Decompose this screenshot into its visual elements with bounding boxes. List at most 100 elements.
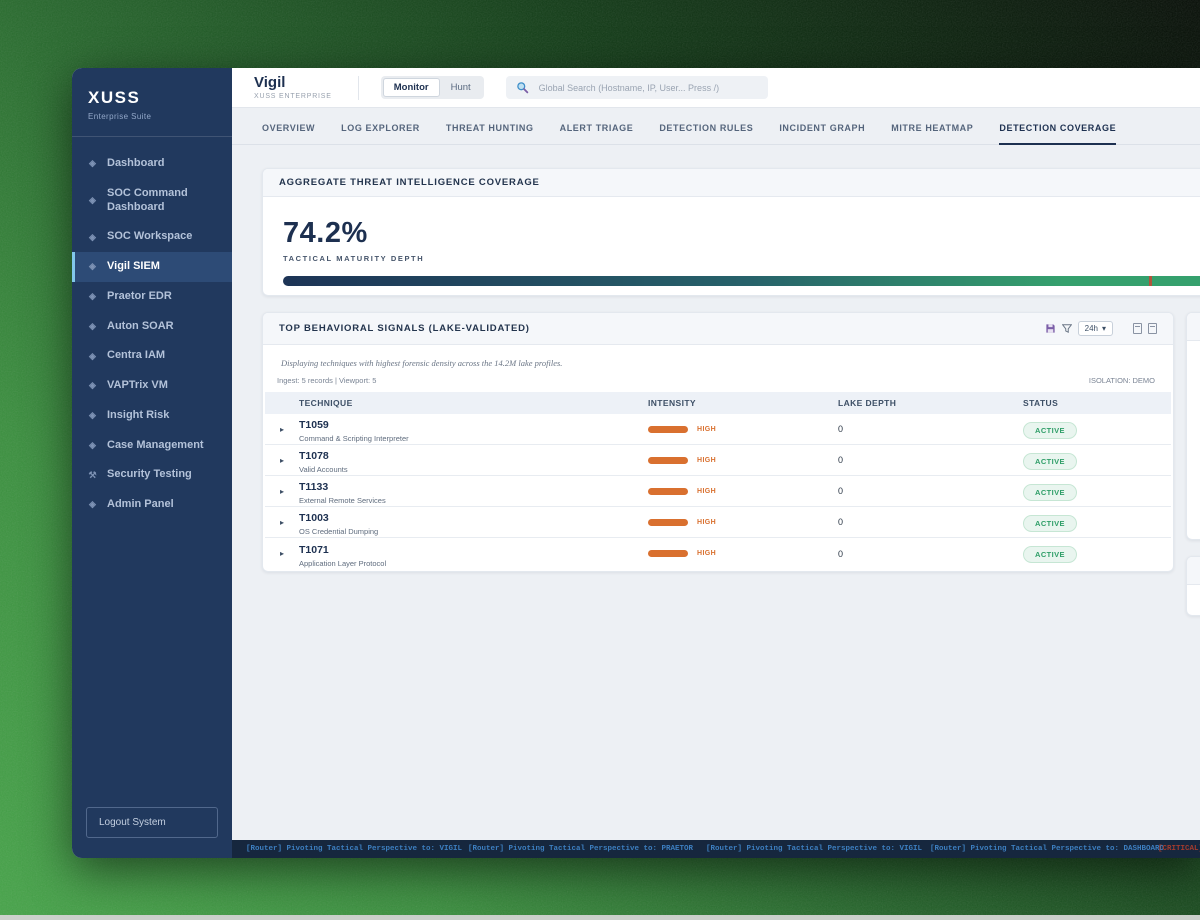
column-technique: TECHNIQUE <box>299 398 353 408</box>
sidebar-item-label: Admin Panel <box>107 498 174 510</box>
diamond-icon: ◈ <box>89 410 96 420</box>
sidebar-item-label: Dashboard <box>107 157 165 169</box>
right-panel-header: T <box>1187 313 1200 341</box>
main-column: Vigil XUSS ENTERPRISE Monitor Hunt OVERV… <box>232 68 1200 858</box>
sidebar-item-centra-iam[interactable]: ◈ Centra IAM <box>72 341 232 371</box>
table-row[interactable]: ▸ T1059 Command & Scripting Interpreter … <box>265 414 1171 445</box>
signals-title: TOP BEHAVIORAL SIGNALS (LAKE-VALIDATED) <box>279 323 530 334</box>
diamond-icon: ◈ <box>89 261 96 272</box>
panel-layout-icon[interactable] <box>1148 323 1157 334</box>
search-input[interactable] <box>538 82 758 93</box>
technique-id: T1059 <box>299 419 329 431</box>
table-header: TECHNIQUE INTENSITY LAKE DEPTH STATUS <box>265 392 1171 414</box>
sidebar-item-label: VAPTrix VM <box>107 379 168 391</box>
tab-bar: OVERVIEW LOG EXPLORER THREAT HUNTING ALE… <box>232 108 1200 145</box>
column-intensity: INTENSITY <box>648 398 696 408</box>
diamond-icon: ◈ <box>89 380 96 391</box>
sidebar-item-label: Auton SOAR <box>107 319 174 332</box>
tab-incident-graph[interactable]: INCIDENT GRAPH <box>779 123 866 133</box>
intensity-label: HIGH <box>697 518 717 526</box>
app-title: Vigil <box>254 74 286 91</box>
sidebar: XUSS Enterprise Suite ◈ Dashboard ◈ SOC … <box>72 68 232 858</box>
sidebar-item-insight-risk[interactable]: ◈ Insight Risk <box>72 401 232 431</box>
monitor-toggle-button[interactable]: Monitor <box>382 78 440 97</box>
brand-subtitle: Enterprise Suite <box>88 112 152 121</box>
table-row[interactable]: ▸ T1133 External Remote Services HIGH 0 … <box>265 476 1171 507</box>
expand-caret-icon[interactable]: ▸ <box>279 424 284 434</box>
tab-alert-triage[interactable]: ALERT TRIAGE <box>559 123 634 133</box>
header-divider <box>357 75 359 100</box>
mode-toggle: Monitor Hunt <box>380 76 484 99</box>
lake-depth-value: 0 <box>838 517 844 527</box>
expand-caret-icon[interactable]: ▸ <box>279 517 284 527</box>
app-window: XUSS Enterprise Suite ◈ Dashboard ◈ SOC … <box>72 68 1200 858</box>
sidebar-item-vigil-siem[interactable]: ◈ Vigil SIEM <box>72 252 232 282</box>
intensity-label: HIGH <box>697 550 717 557</box>
tab-overview[interactable]: OVERVIEW <box>262 123 316 133</box>
hunt-toggle-button[interactable]: Hunt <box>450 82 471 93</box>
filter-icon[interactable] <box>1061 323 1072 334</box>
sidebar-item-case-management[interactable]: ◈ Case Management <box>72 431 232 461</box>
technique-id: T1133 <box>299 481 329 493</box>
tab-detection-coverage[interactable]: DETECTION COVERAGE <box>999 123 1117 145</box>
lake-depth-value: 0 <box>838 486 844 496</box>
signals-card-header: TOP BEHAVIORAL SIGNALS (LAKE-VALIDATED) … <box>263 313 1173 345</box>
sidebar-nav: ◈ Dashboard ◈ SOC Command Dashboard ◈ SO… <box>72 137 232 793</box>
sidebar-item-praetor-edr[interactable]: ◈ Praetor EDR <box>72 282 232 312</box>
coverage-progress-bar <box>283 276 1200 286</box>
technique-id: T1071 <box>299 543 329 556</box>
status-message: [Router] Pivoting Tactical Perspective t… <box>246 845 463 853</box>
sidebar-item-label: Insight Risk <box>107 408 170 421</box>
sidebar-item-auton-soar[interactable]: ◈ Auton SOAR <box>72 312 232 342</box>
coverage-caption: TACTICAL MATURITY DEPTH <box>283 254 425 263</box>
expand-caret-icon[interactable]: ▸ <box>279 486 284 496</box>
sidebar-item-soc-command-dashboard[interactable]: ◈ SOC Command Dashboard <box>72 179 232 223</box>
status-message: [Router] Pivoting Tactical Perspective t… <box>930 845 1165 853</box>
sidebar-item-soc-workspace[interactable]: ◈ SOC Workspace <box>72 222 232 252</box>
sidebar-item-vaptrix-vm[interactable]: ◈ VAPTrix VM <box>72 371 232 401</box>
technique-name: Application Layer Protocol <box>299 558 387 568</box>
table-row[interactable]: ▸ T1003 OS Credential Dumping HIGH 0 ACT… <box>265 507 1171 538</box>
status-badge: ACTIVE <box>1023 546 1077 563</box>
expand-caret-icon[interactable]: ▸ <box>279 549 284 558</box>
ingest-meta: Ingest: 5 records | Viewport: 5 <box>277 376 377 385</box>
signals-meta-row: Ingest: 5 records | Viewport: 5 ISOLATIO… <box>263 374 1173 392</box>
intensity-label: HIGH <box>697 425 717 433</box>
right-panel-cutoff: M <box>1186 556 1200 616</box>
logout-button[interactable]: Logout System <box>86 807 218 838</box>
signals-controls: 24h ▾ <box>1045 321 1157 336</box>
tab-log-explorer[interactable]: LOG EXPLORER <box>341 123 420 133</box>
diamond-icon: ◈ <box>89 499 96 510</box>
sidebar-item-label: Security Testing <box>107 468 192 481</box>
intensity-bar <box>648 487 688 495</box>
expand-caret-icon[interactable]: ▸ <box>279 455 284 465</box>
status-message-critical: [CRITICAL] <box>1158 845 1200 853</box>
export-icon[interactable] <box>1133 323 1142 334</box>
status-message: [Router] Pivoting Tactical Perspective t… <box>468 845 694 853</box>
brand-block: XUSS Enterprise Suite <box>72 68 232 137</box>
tab-mitre-heatmap[interactable]: MITRE HEATMAP <box>891 123 974 133</box>
save-icon[interactable] <box>1045 323 1056 334</box>
timeframe-select[interactable]: 24h ▾ <box>1077 321 1113 336</box>
intensity-bar <box>648 425 688 433</box>
timeframe-value: 24h <box>1084 324 1098 333</box>
table-row[interactable]: ▸ T1071 Application Layer Protocol HIGH … <box>265 538 1171 569</box>
sidebar-item-security-testing[interactable]: ⚒ Security Testing <box>72 460 232 490</box>
diamond-icon: ◈ <box>89 439 96 450</box>
diamond-icon: ◈ <box>89 158 96 169</box>
column-status: STATUS <box>1023 398 1059 408</box>
tab-detection-rules[interactable]: DETECTION RULES <box>659 123 754 133</box>
chevron-down-icon: ▾ <box>1101 324 1106 333</box>
global-search[interactable] <box>505 76 768 99</box>
table-row[interactable]: ▸ T1078 Valid Accounts HIGH 0 ACTIVE <box>265 445 1171 476</box>
app-subtitle: XUSS ENTERPRISE <box>254 93 332 100</box>
sidebar-item-admin-panel[interactable]: ◈ Admin Panel <box>72 490 232 520</box>
signals-card: TOP BEHAVIORAL SIGNALS (LAKE-VALIDATED) … <box>262 312 1174 572</box>
diamond-icon: ◈ <box>89 320 96 331</box>
brand-logo: XUSS <box>88 88 141 107</box>
tab-threat-hunting[interactable]: THREAT HUNTING <box>445 123 534 133</box>
status-badge: ACTIVE <box>1023 421 1077 439</box>
diamond-icon: ◈ <box>89 194 96 205</box>
coverage-value: 74.2% <box>283 217 368 249</box>
sidebar-item-dashboard[interactable]: ◈ Dashboard <box>72 149 232 179</box>
